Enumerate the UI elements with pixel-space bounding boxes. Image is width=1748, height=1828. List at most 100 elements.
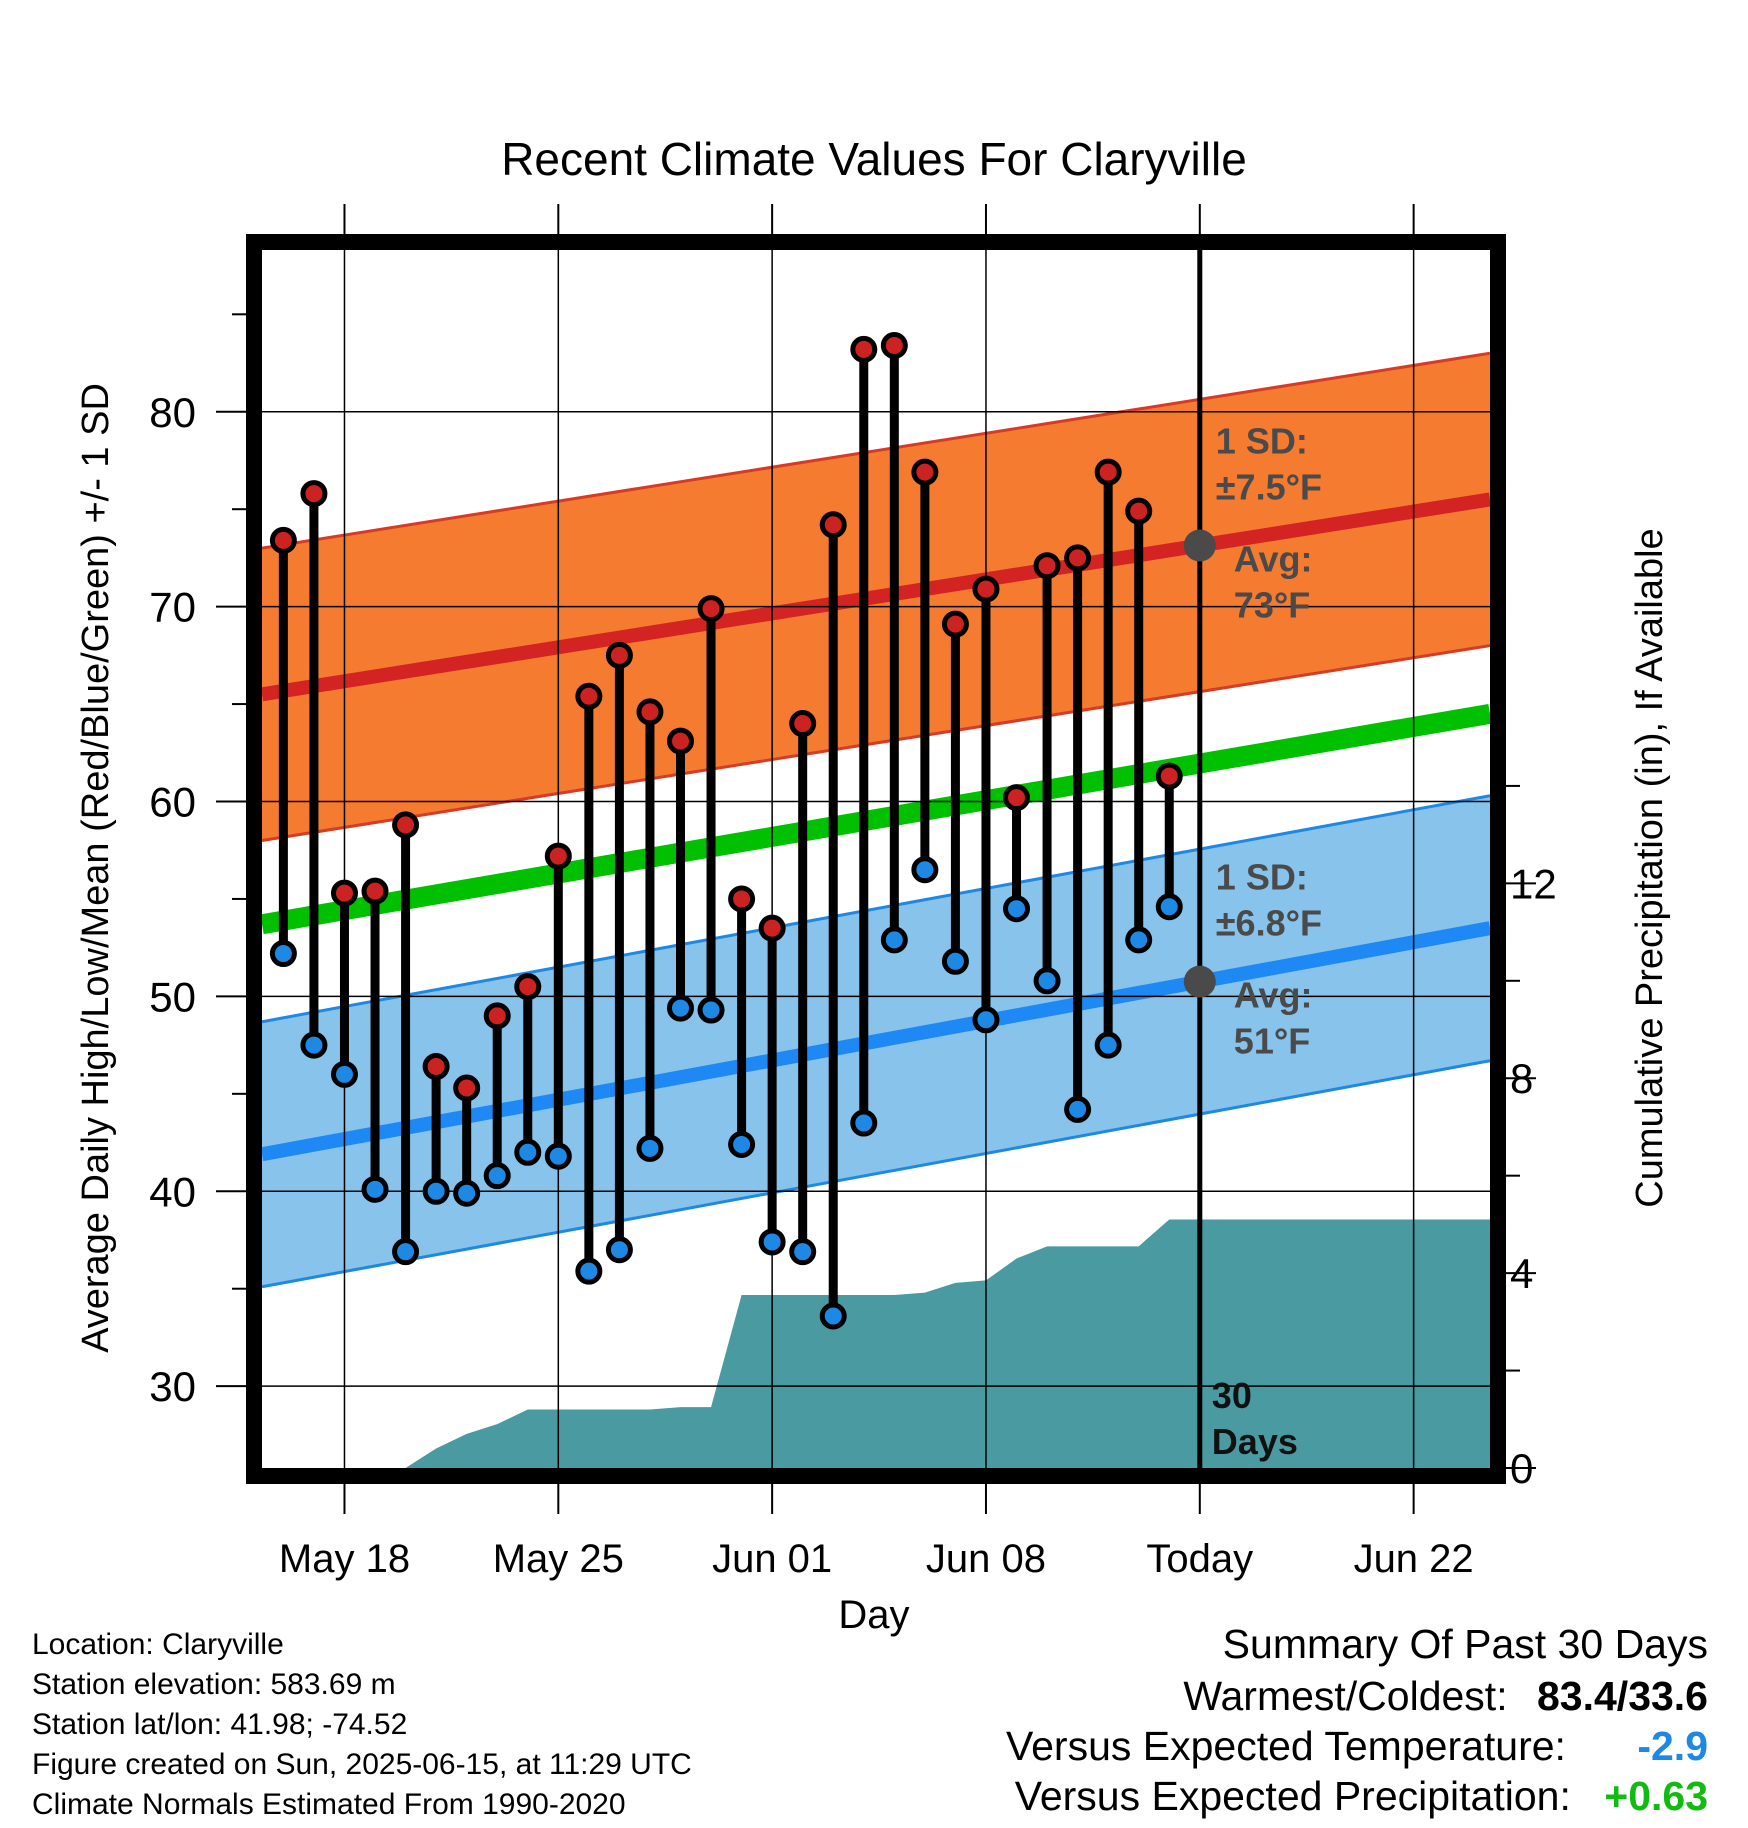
- high-point: [575, 682, 603, 710]
- high-point: [1003, 784, 1031, 812]
- high-point: [300, 480, 328, 508]
- annotation-line2: ±7.5°F: [1216, 467, 1322, 508]
- y2-tick-label: 4: [1510, 1250, 1533, 1297]
- y2-tick-label: 8: [1510, 1055, 1533, 1102]
- low-point: [300, 1031, 328, 1059]
- low-point: [1155, 893, 1183, 921]
- high-point: [453, 1074, 481, 1102]
- summary-precip-value: +0.63: [1604, 1773, 1708, 1819]
- meta-location: Location: Claryville: [32, 1628, 284, 1661]
- x-tick-label: Today: [1146, 1537, 1253, 1581]
- meta-latlon: Station lat/lon: 41.98; -74.52: [32, 1708, 408, 1741]
- y-tick-label: 70: [149, 584, 196, 631]
- high-point: [330, 879, 358, 907]
- today-days-label: 30 Days: [1212, 1375, 1298, 1462]
- annotation-line1: 1 SD:: [1216, 421, 1308, 462]
- low-avg-marker: [1183, 965, 1216, 998]
- low-point: [392, 1238, 420, 1266]
- low-point: [1003, 895, 1031, 923]
- y-axis-label: Average Daily High/Low/Mean (Red/Blue/Gr…: [75, 383, 117, 1353]
- high-point: [1033, 552, 1061, 580]
- high-point: [728, 885, 756, 913]
- high-normal-line: [262, 492, 1490, 702]
- meta-elevation: Station elevation: 583.69 m: [32, 1668, 396, 1701]
- y-tick-label: 80: [149, 389, 196, 436]
- high-point: [514, 973, 542, 1001]
- high-point: [789, 710, 817, 738]
- y-tick-label: 30: [149, 1363, 196, 1410]
- low-point: [666, 994, 694, 1022]
- x-tick-label: Jun 01: [712, 1537, 832, 1581]
- high-point: [819, 511, 847, 539]
- high-point: [544, 842, 572, 870]
- annotation-line2: ±6.8°F: [1216, 903, 1322, 944]
- annotation-line1: 1 SD:: [1216, 857, 1308, 898]
- high-point: [269, 526, 297, 554]
- annotation-line2: 73°F: [1234, 585, 1310, 626]
- low-point: [758, 1228, 786, 1256]
- low-point: [1064, 1095, 1092, 1123]
- summary-temp: Versus Expected Temperature: -2.9: [1006, 1726, 1708, 1767]
- low-point: [422, 1177, 450, 1205]
- summary-temp-value: -2.9: [1637, 1723, 1708, 1769]
- high-point: [850, 335, 878, 363]
- high-sd-band-lower: [262, 644, 1490, 842]
- y2-axis-label: Cumulative Precipitation (in), If Availa…: [1629, 528, 1671, 1207]
- low-point: [330, 1060, 358, 1088]
- low-point: [697, 996, 725, 1024]
- x-tick-label: May 25: [493, 1537, 624, 1581]
- low-point: [728, 1130, 756, 1158]
- high-point: [697, 595, 725, 623]
- low-point: [605, 1236, 633, 1264]
- high-point: [911, 458, 939, 486]
- high-point: [392, 811, 420, 839]
- high-point: [1125, 497, 1153, 525]
- annotation-line1: Avg:: [1234, 539, 1313, 580]
- high-point: [605, 641, 633, 669]
- high-avg-marker: [1183, 529, 1216, 562]
- high-point: [361, 877, 389, 905]
- plot-frame: [246, 234, 1506, 1484]
- high-point: [972, 575, 1000, 603]
- chart-title: Recent Climate Values For Claryville: [501, 133, 1247, 185]
- summary-warmest-value: 83.4/33.6: [1537, 1673, 1708, 1719]
- summary-temp-label: Versus Expected Temperature:: [1006, 1723, 1566, 1769]
- low-point: [514, 1138, 542, 1166]
- mean-normal-line: [262, 703, 1490, 935]
- sd-avg-annotation: Avg: 73°F: [1234, 539, 1313, 626]
- low-point: [1125, 926, 1153, 954]
- high-point: [636, 698, 664, 726]
- summary-precip-label: Versus Expected Precipitation:: [1014, 1773, 1571, 1819]
- annotation-line2: 51°F: [1234, 1021, 1310, 1062]
- low-point: [789, 1238, 817, 1266]
- today-days-label-part: Days: [1212, 1421, 1298, 1462]
- x-axis-label: Day: [838, 1593, 909, 1637]
- summary-warmest: Warmest/Coldest: 83.4/33.6: [1183, 1676, 1708, 1717]
- x-tick-label: Jun 08: [926, 1537, 1046, 1581]
- x-tick-label: May 18: [279, 1537, 410, 1581]
- x-tick-label: Jun 22: [1354, 1537, 1474, 1581]
- low-point: [1033, 967, 1061, 995]
- meta-normals: Climate Normals Estimated From 1990-2020: [32, 1788, 626, 1821]
- low-point: [269, 940, 297, 968]
- y2-tick-label: 0: [1510, 1445, 1533, 1492]
- summary-warmest-label: Warmest/Coldest:: [1183, 1673, 1508, 1719]
- low-point: [575, 1257, 603, 1285]
- low-point: [850, 1109, 878, 1137]
- low-point: [453, 1179, 481, 1207]
- low-point: [911, 856, 939, 884]
- high-point: [1064, 544, 1092, 572]
- high-point: [880, 331, 908, 359]
- today-days-label-part: 30: [1212, 1375, 1252, 1416]
- summary-heading: Summary Of Past 30 Days: [1222, 1621, 1708, 1667]
- sd-avg-annotation: 1 SD: ±6.8°F: [1216, 857, 1322, 944]
- y-tick-label: 40: [149, 1168, 196, 1215]
- low-point: [636, 1134, 664, 1162]
- low-point: [972, 1006, 1000, 1034]
- high-sd-band-upper: [262, 351, 1490, 550]
- annotation-line1: Avg:: [1234, 975, 1313, 1016]
- high-point: [941, 610, 969, 638]
- high-point: [422, 1053, 450, 1081]
- y-tick-label: 50: [149, 973, 196, 1020]
